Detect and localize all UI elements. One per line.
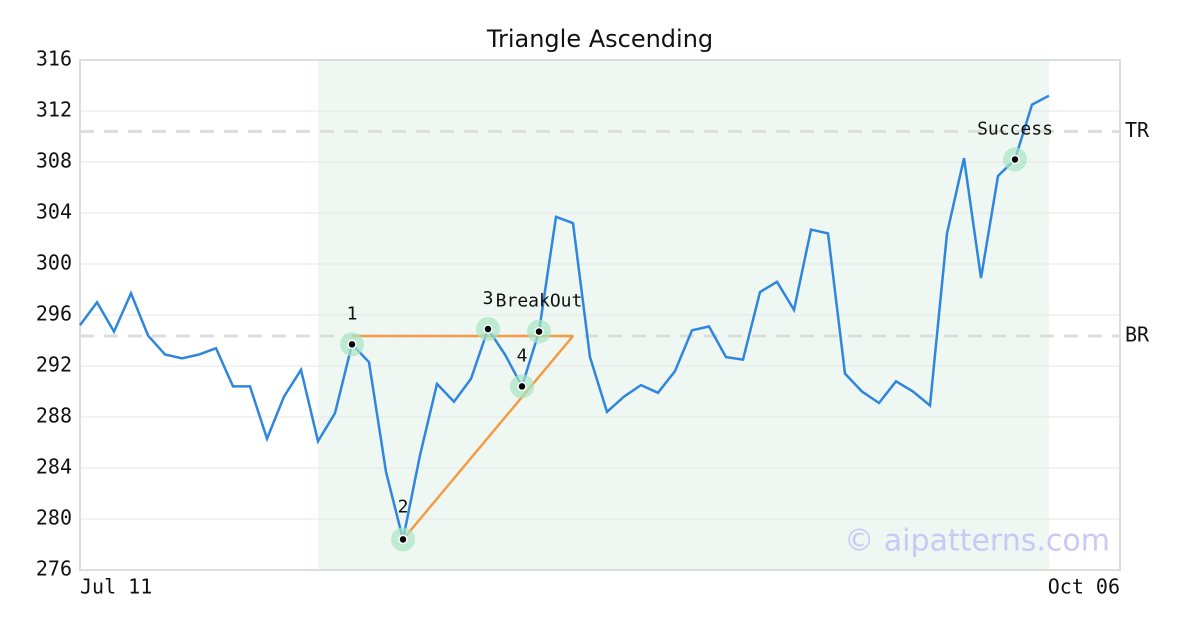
y-tick-label: 284 (36, 455, 72, 479)
pattern-label: 3 (483, 288, 494, 309)
level-label: TR (1125, 118, 1150, 142)
pattern-point (534, 326, 544, 337)
pattern-point (517, 381, 527, 392)
level-label: BR (1125, 323, 1150, 347)
pattern-point (347, 339, 357, 350)
x-tick-label: Jul 11 (80, 575, 152, 599)
y-tick-label: 316 (36, 47, 72, 71)
y-tick-label: 304 (36, 200, 72, 224)
y-tick-label: 308 (36, 149, 72, 173)
x-tick-label: Oct 06 (1048, 575, 1120, 599)
y-tick-label: 292 (36, 353, 72, 377)
pattern-label: 2 (398, 496, 409, 517)
pattern-label: 4 (517, 345, 528, 366)
pattern-label: BreakOut (496, 291, 583, 312)
price-line (78, 94, 1050, 540)
pattern-point (1010, 154, 1020, 165)
y-tick-label: 280 (36, 506, 72, 530)
pattern-point (398, 534, 408, 545)
y-tick-label: 312 (36, 98, 72, 122)
y-tick-label: 300 (36, 251, 72, 275)
chart-title: Triangle Ascending (486, 25, 713, 53)
watermark: © aipatterns.com (844, 524, 1110, 559)
y-tick-label: 288 (36, 404, 72, 428)
pattern-label: 1 (347, 303, 358, 324)
pattern-label: Success (977, 118, 1053, 139)
plot-frame (79, 59, 1121, 571)
pattern-line (402, 335, 574, 541)
y-tick-label: 296 (36, 302, 72, 326)
y-tick-label: 276 (36, 557, 72, 581)
pattern-point (483, 324, 493, 334)
